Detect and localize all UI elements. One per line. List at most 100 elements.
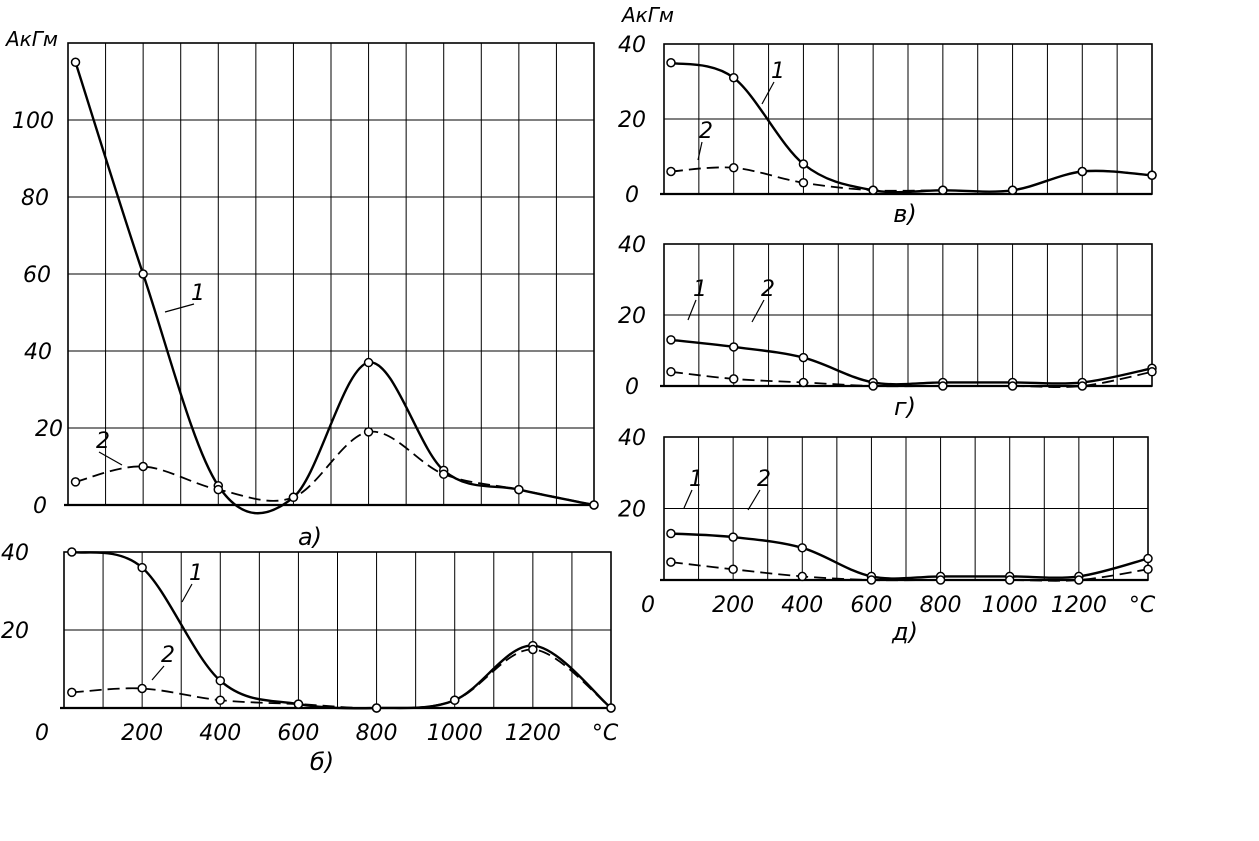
series-2-point — [1143, 564, 1153, 575]
series-1-point — [798, 352, 809, 363]
y-tick-label: 60 — [23, 263, 51, 288]
panel-caption: г) — [894, 393, 916, 421]
series-2-point — [288, 492, 299, 503]
y-axis-label: АкГм — [4, 27, 58, 51]
x-tick-label: 0 — [35, 721, 49, 746]
series-1-leader-line — [181, 583, 193, 603]
series-2-leader-line — [747, 489, 761, 511]
series-2-point — [1007, 381, 1018, 391]
series-2-point — [797, 571, 808, 582]
x-tick-label: 1000 — [982, 593, 1038, 618]
series-2-point — [67, 687, 77, 698]
series-2-point — [868, 381, 878, 391]
series-2-leader-line — [751, 299, 765, 323]
series-1-label: 1 — [189, 561, 203, 586]
series-1-line — [74, 61, 595, 515]
series-2-point — [1147, 170, 1157, 180]
x-tick-label: 600 — [850, 593, 892, 618]
x-tick-label: 200 — [121, 721, 163, 746]
series-2-point — [728, 374, 739, 384]
series-2-label: 2 — [757, 467, 771, 492]
panel-d — [660, 436, 1153, 585]
series-2-point — [1077, 381, 1088, 391]
series-2-point — [798, 377, 809, 388]
series-1-label: 1 — [689, 467, 703, 492]
series-2-point — [528, 644, 538, 655]
y-tick-label: 100 — [12, 109, 54, 134]
x-tick-label: 1000 — [427, 721, 483, 746]
y-tick-label: 0 — [625, 183, 639, 208]
series-2-point — [70, 477, 81, 487]
series-2-point — [589, 500, 599, 510]
panel-caption: д) — [891, 618, 918, 646]
series-1-label: 1 — [191, 281, 205, 306]
x-tick-label: 800 — [920, 593, 962, 618]
y-tick-label: 40 — [1, 541, 29, 566]
series-2-line — [75, 430, 595, 506]
x-axis-unit-label: °C — [1129, 593, 1156, 618]
x-tick-label: 400 — [781, 593, 823, 618]
series-1-point — [137, 562, 147, 573]
series-1-leader-line — [164, 303, 195, 313]
series-2-point — [293, 699, 304, 709]
series-2-point — [606, 703, 616, 713]
y-axis-label: АкГм — [620, 3, 674, 27]
y-tick-label: 0 — [625, 375, 639, 400]
series-2-leader-line — [98, 451, 123, 466]
series-2-line — [670, 370, 1153, 388]
x-axis-unit-label: °C — [592, 721, 619, 746]
series-1-label: 1 — [771, 59, 785, 84]
series-2-point — [935, 575, 946, 585]
series-1-point — [666, 528, 676, 539]
series-2-label: 2 — [161, 643, 175, 668]
series-1-point — [666, 335, 676, 345]
series-2-point — [1007, 185, 1018, 195]
series-1-point — [1143, 553, 1153, 564]
series-2-point — [213, 484, 224, 495]
x-tick-label: 1200 — [1051, 593, 1107, 618]
series-2-point — [138, 461, 148, 472]
series-2-label: 2 — [96, 429, 110, 454]
series-1-point — [138, 269, 148, 279]
series-1-leader-line — [683, 489, 693, 509]
series-2-point — [938, 381, 948, 391]
series-1-point — [666, 58, 676, 68]
series-2-point — [371, 703, 382, 713]
series-1-point — [728, 342, 739, 352]
y-tick-label: 40 — [618, 233, 646, 258]
series-2-point — [1074, 575, 1084, 585]
y-tick-label: 0 — [33, 494, 47, 519]
series-2-line — [670, 561, 1149, 582]
series-1-point — [728, 532, 738, 542]
y-tick-label: 40 — [618, 426, 646, 451]
series-1-label: 1 — [693, 277, 707, 302]
series-2-point — [363, 427, 374, 437]
series-1-point — [728, 73, 739, 83]
series-2-point — [938, 185, 948, 195]
series-1-line — [670, 338, 1153, 386]
panel-b — [60, 547, 616, 713]
series-1-point — [363, 357, 374, 368]
series-2-point — [666, 166, 676, 177]
panel-caption: б) — [310, 748, 334, 776]
series-2-point — [1147, 367, 1157, 377]
y-tick-label: 20 — [1, 619, 29, 644]
series-2-point — [728, 564, 738, 575]
series-2-point — [1077, 166, 1088, 177]
series-1-leader-line — [687, 299, 697, 321]
x-tick-label: 1200 — [505, 721, 561, 746]
x-tick-label: 800 — [356, 721, 398, 746]
series-1-line — [670, 532, 1149, 580]
series-1-point — [70, 57, 81, 67]
x-tick-label: 400 — [199, 721, 241, 746]
panel-caption: в) — [893, 200, 917, 228]
y-tick-label: 20 — [35, 417, 63, 442]
series-1-point — [215, 675, 226, 686]
series-2-point — [798, 178, 809, 188]
y-tick-label: 80 — [21, 186, 49, 211]
series-2-point — [514, 484, 524, 495]
y-tick-label: 20 — [618, 498, 646, 523]
series-2-point — [438, 469, 449, 479]
y-tick-label: 40 — [24, 340, 52, 365]
series-2-leader-line — [697, 141, 703, 161]
